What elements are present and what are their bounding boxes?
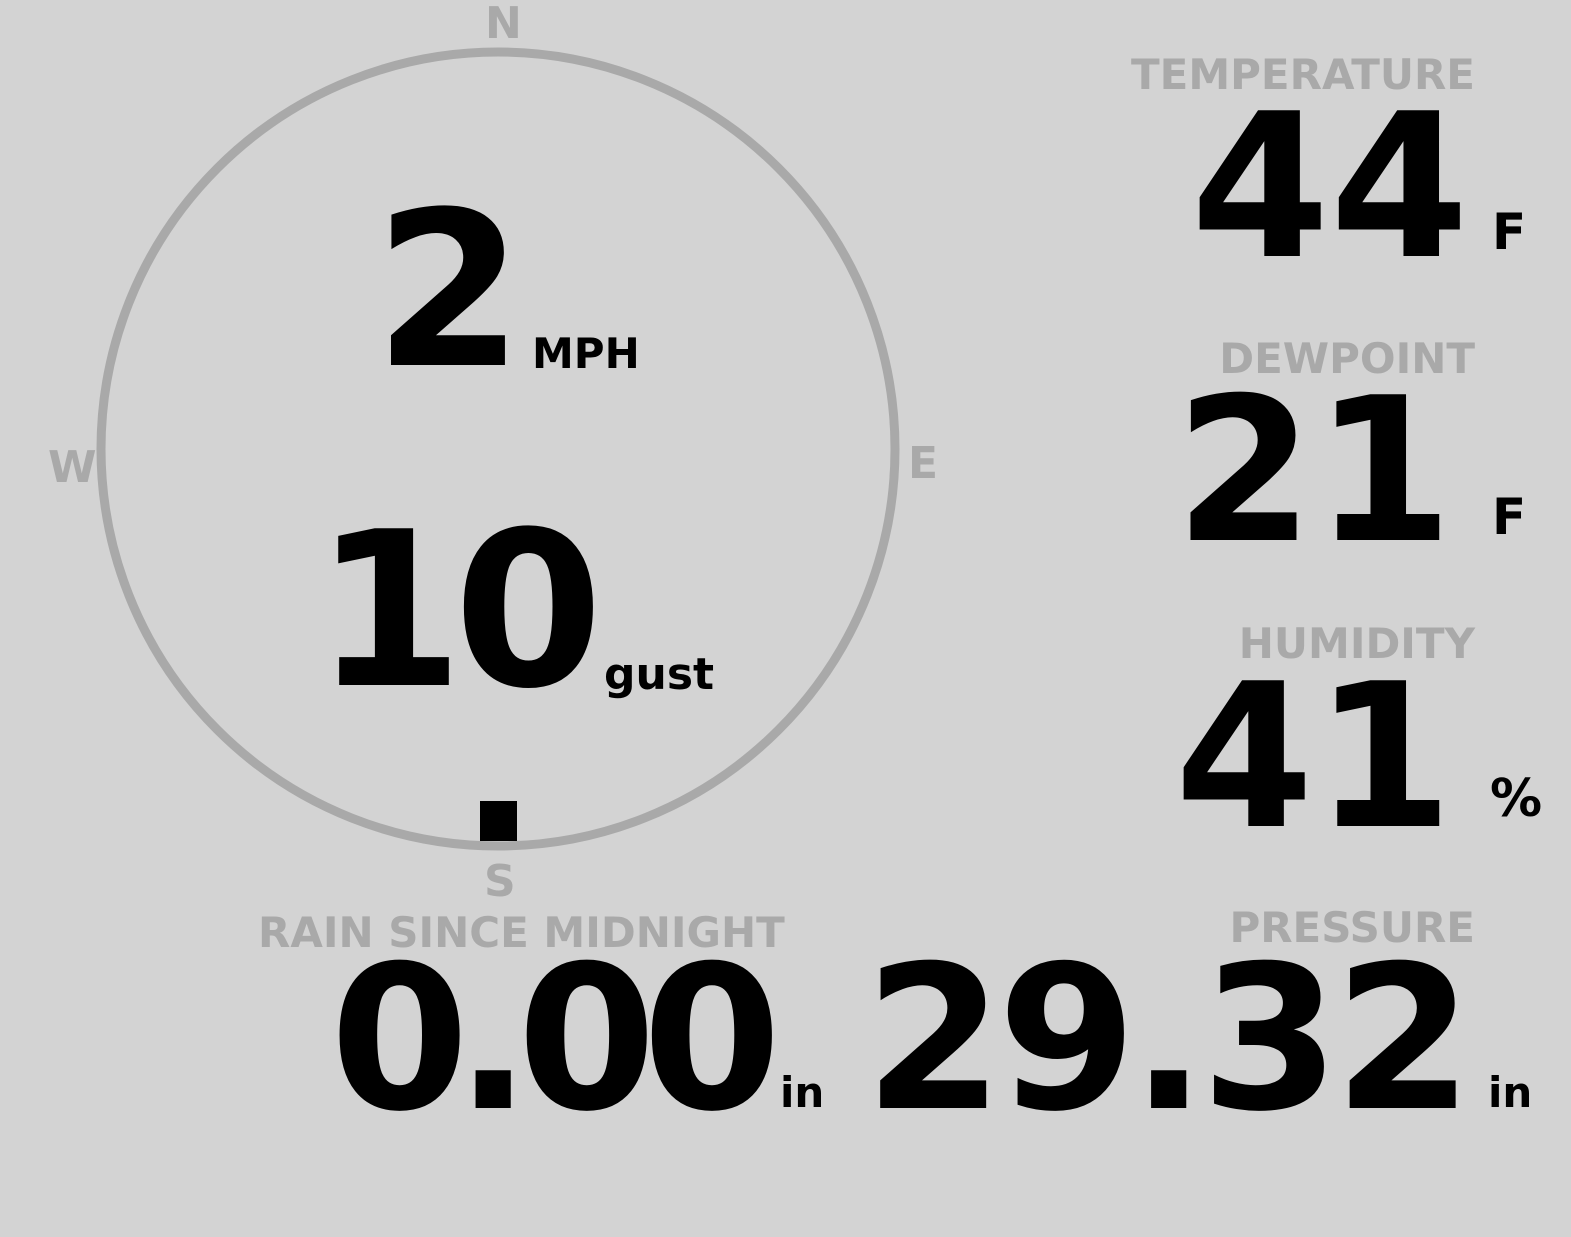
rain-label: RAIN SINCE MIDNIGHT [258,908,785,957]
compass-east-label: E [908,438,939,489]
compass-west-label: W [48,442,97,493]
rain-value: 0.00 [330,923,781,1156]
humidity-label: HUMIDITY [1238,619,1475,668]
humidity-value: 41 [1174,641,1453,874]
temperature-unit: F [1492,203,1527,261]
temperature-label: TEMPERATURE [1131,50,1475,99]
wind-direction-pointer [480,801,517,841]
pressure-unit: in [1488,1068,1533,1117]
compass-south-label: S [484,856,516,907]
pressure-label: PRESSURE [1229,903,1475,952]
temperature-value: 44 [1190,71,1469,304]
compass-north-label: N [485,0,522,49]
wind-compass [96,47,900,851]
wind-speed-unit: MPH [532,329,640,378]
dewpoint-label: DEWPOINT [1219,334,1475,383]
wind-gust-value: 10 [314,485,603,736]
dewpoint-unit: F [1492,488,1527,546]
wind-gust-unit: gust [604,649,715,700]
rain-unit: in [780,1068,825,1117]
compass-ring [96,47,900,851]
humidity-unit: % [1490,769,1543,829]
wind-speed-value: 2 [374,165,524,416]
pressure-value: 29.32 [864,923,1473,1156]
dewpoint-value: 21 [1174,355,1453,588]
